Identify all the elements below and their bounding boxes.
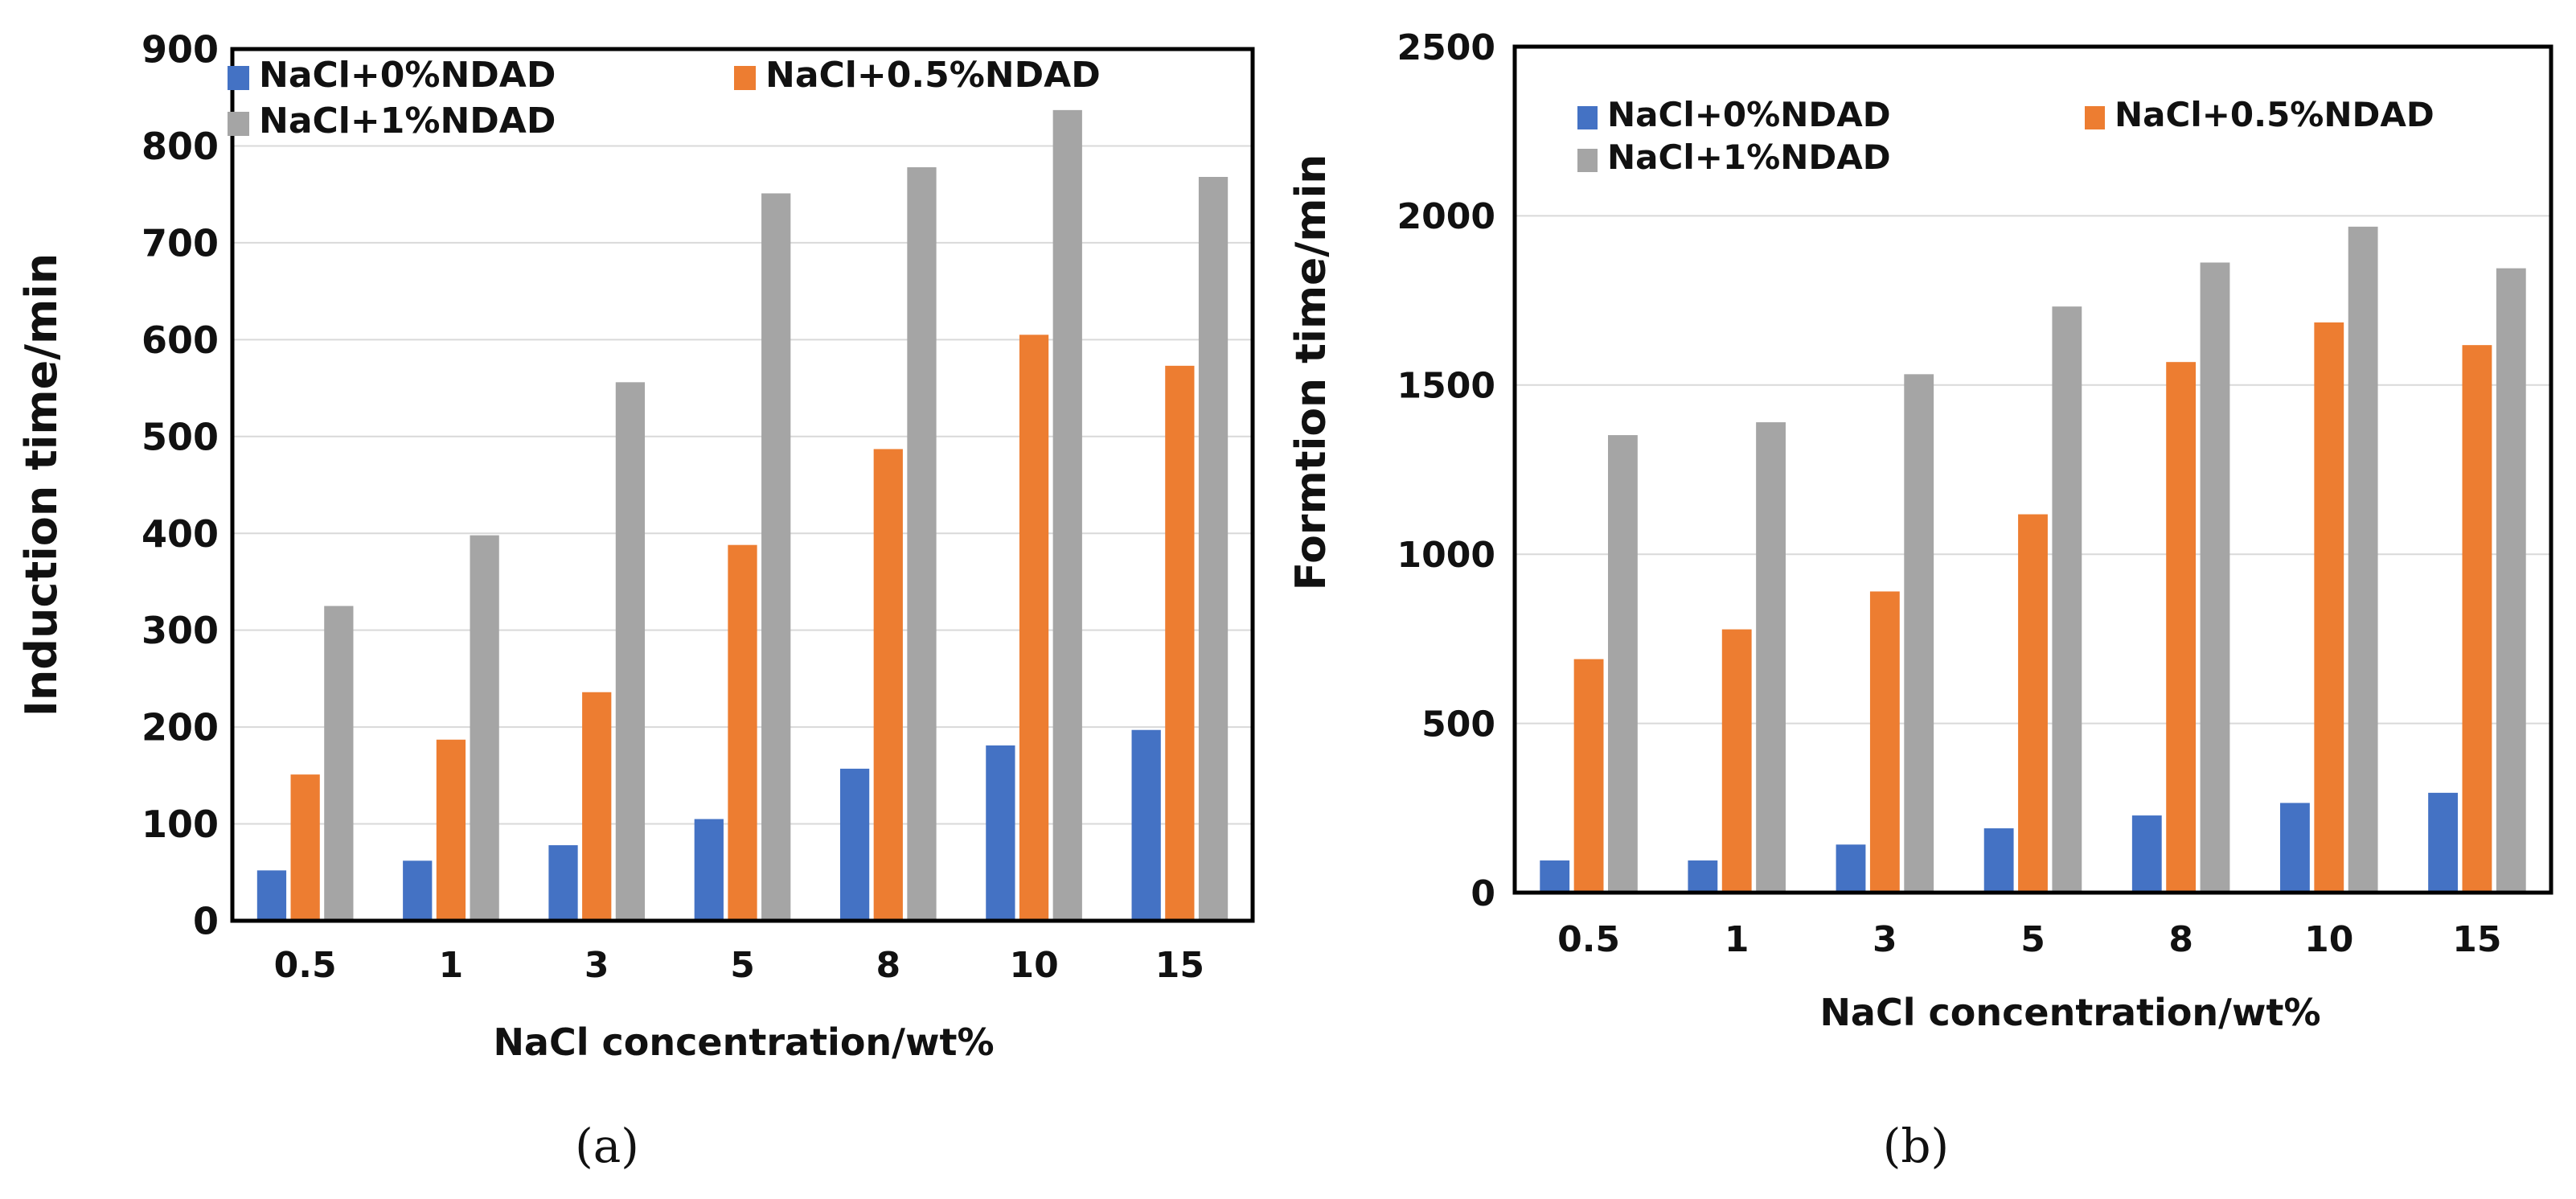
bar-nacl-0-5-ndad-10 [1019,335,1049,921]
bar-nacl-0-5-ndad-3 [1869,591,1900,893]
bar-nacl-1-ndad-0-5 [1608,435,1638,893]
x-tick-label: 1 [1725,919,1749,960]
bar-nacl-0-5-ndad-8 [873,449,903,921]
x-tick-label: 8 [876,945,900,986]
y-axis-title: Formtion time/min [1287,154,1335,591]
bar-nacl-1-ndad-0-5 [324,606,354,921]
bar-nacl-0-5-ndad-1 [436,739,466,921]
x-tick-label: 10 [2304,919,2353,960]
y-tick-label: 1000 [1397,535,1495,576]
y-tick-label: 600 [142,318,219,362]
y-tick-label: 2500 [1397,27,1495,68]
bar-nacl-1-ndad-5 [761,193,791,921]
y-tick-label: 800 [142,125,219,168]
legend-label: NaCl+0%NDAD [259,55,556,96]
bar-nacl-1-ndad-5 [2052,306,2082,893]
bar-nacl-0-5-ndad-3 [582,692,612,921]
legend-swatch [1577,149,1598,172]
legend-label: NaCl+0.5%NDAD [765,55,1101,96]
legend-swatch [228,66,249,90]
y-tick-label: 500 [1421,704,1495,745]
bar-nacl-1-ndad-3 [615,382,646,922]
bar-nacl-0-ndad-15 [1131,729,1161,921]
bar-nacl-0-5-ndad-15 [1165,365,1195,921]
bar-nacl-1-ndad-10 [1052,109,1082,921]
y-tick-label: 1500 [1397,366,1495,407]
bar-nacl-0-ndad-8 [839,768,870,921]
y-tick-label: 900 [142,28,219,72]
bar-nacl-0-ndad-1 [403,860,433,921]
x-tick-label: 5 [730,945,755,986]
bar-nacl-1-ndad-1 [1756,422,1786,893]
y-tick-label: 500 [142,415,219,458]
y-tick-label: 300 [142,609,219,652]
x-tick-label: 5 [2020,919,2045,960]
panel-label: (a) [575,1119,639,1173]
bar-nacl-0-5-ndad-8 [2166,362,2197,893]
legend-label: NaCl+1%NDAD [1607,138,1891,177]
legend-label: NaCl+0.5%NDAD [2115,95,2434,134]
y-tick-label: 2000 [1397,196,1495,237]
legend-swatch [228,112,249,136]
panel-label: (b) [1883,1119,1949,1173]
y-axis-title: Induction time/min [16,253,67,717]
bar-nacl-1-ndad-1 [470,535,499,921]
y-tick-label: 200 [142,706,219,749]
bar-nacl-0-ndad-0-5 [1540,860,1570,893]
legend-swatch [1577,106,1598,129]
bar-nacl-0-5-ndad-10 [2314,322,2344,893]
bar-nacl-0-5-ndad-5 [2018,514,2048,893]
bar-nacl-1-ndad-15 [2496,268,2526,893]
bar-nacl-1-ndad-10 [2348,226,2378,893]
x-tick-label: 3 [585,945,609,986]
legend-swatch [2085,106,2105,129]
x-tick-label: 15 [2452,919,2501,960]
y-tick-label: 0 [1471,873,1495,914]
y-tick-label: 0 [193,900,219,943]
x-tick-label: 15 [1155,945,1204,986]
legend-label: NaCl+0%NDAD [1607,95,1891,134]
bar-nacl-0-5-ndad-0-5 [290,774,320,921]
x-tick-label: 10 [1009,945,1058,986]
bar-nacl-0-ndad-1 [1688,860,1718,893]
bar-nacl-0-ndad-3 [548,845,578,921]
bar-nacl-0-5-ndad-0-5 [1573,659,1604,893]
bar-nacl-0-ndad-5 [1983,828,2014,893]
bar-nacl-0-ndad-10 [986,745,1015,921]
x-tick-label: 1 [439,945,464,986]
x-tick-label: 0.5 [1557,919,1620,960]
y-tick-label: 100 [142,803,219,846]
bar-nacl-0-ndad-3 [1836,844,1866,893]
bar-nacl-0-ndad-8 [2131,815,2162,893]
bar-nacl-1-ndad-8 [2200,262,2230,893]
bar-nacl-0-5-ndad-1 [1721,629,1752,893]
bar-nacl-0-ndad-10 [2280,803,2310,893]
x-axis-title: NaCl concentration/wt% [1819,991,2320,1034]
bar-nacl-0-ndad-0-5 [256,870,287,921]
bar-nacl-0-5-ndad-15 [2462,345,2492,893]
bar-nacl-1-ndad-15 [1198,176,1229,921]
x-tick-label: 8 [2168,919,2193,960]
bar-nacl-1-ndad-3 [1904,374,1934,893]
plot-frame [1512,44,2553,895]
bar-nacl-0-ndad-5 [694,819,724,921]
plot-frame [230,47,1255,923]
x-tick-label: 0.5 [274,945,337,986]
x-tick-label: 3 [1873,919,1897,960]
chart-panel-a: 0 100 200 300 400 500 600 700 800 900 0.5 1 3 5 8 10 15 N… [16,28,1255,1173]
x-axis-title: NaCl concentration/wt% [493,1020,994,1064]
bar-nacl-1-ndad-8 [907,166,937,922]
legend-swatch [734,66,756,90]
y-tick-label: 400 [142,512,219,556]
y-tick-label: 700 [142,221,219,265]
legend-label: NaCl+1%NDAD [259,101,556,142]
bar-nacl-0-ndad-15 [2428,792,2458,893]
chart-panel-b: 0 500 1000 1500 2000 2500 0.5 1 3 5 8 10 15 NaCl conc… [1287,27,2553,1173]
bar-nacl-0-5-ndad-5 [728,544,757,921]
